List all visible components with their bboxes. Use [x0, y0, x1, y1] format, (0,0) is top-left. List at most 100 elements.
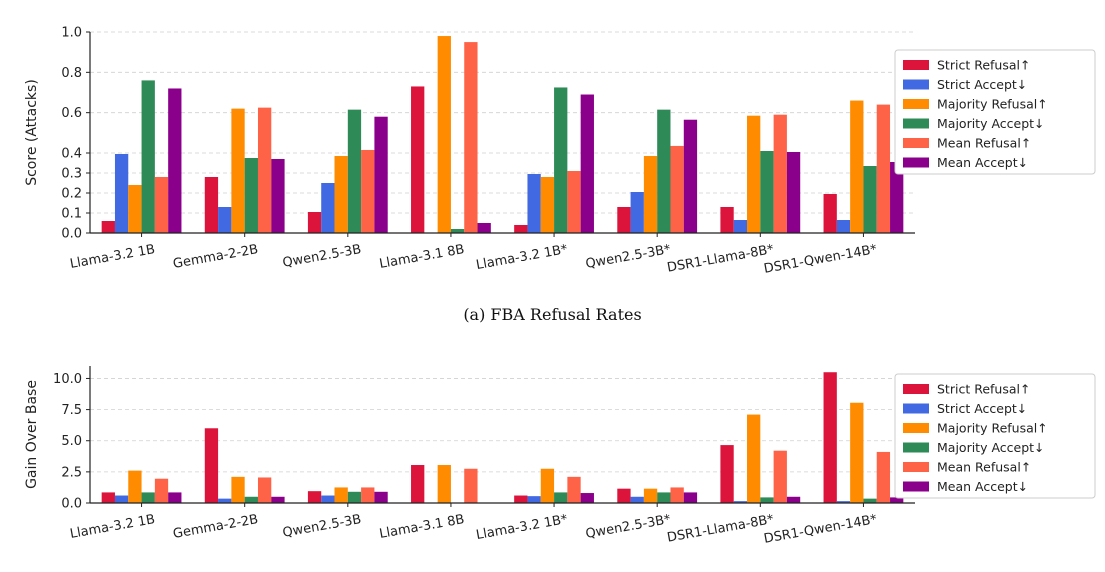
- bar-qwen2-5-3b-majority-accept: [657, 492, 671, 503]
- bar-llama-3-2-1b-mean-refusal: [154, 478, 169, 503]
- legend-label-strict-accept: Strict Accept↓: [937, 401, 1027, 416]
- bar-qwen2-5-3b-mean-refusal: [361, 149, 375, 233]
- bar-qwen2-5-3b-majority-refusal: [643, 488, 658, 503]
- bar-llama-3-2-1b-majority-refusal: [540, 177, 555, 233]
- bar-dsr1-llama-8b-majority-accept: [760, 150, 774, 233]
- bar-dsr1-llama-8b-majority-refusal: [747, 414, 761, 503]
- bar-qwen2-5-3b-majority-refusal: [334, 156, 348, 233]
- bar-qwen2-5-3b-strict-refusal: [617, 488, 631, 503]
- y-tick-label: 0.2: [61, 187, 82, 202]
- bar-qwen2-5-3b-strict-refusal: [617, 207, 631, 233]
- bar-llama-3-2-1b-mean-accept: [580, 94, 594, 234]
- bar-gemma-2-2b-majority-accept: [244, 158, 258, 233]
- bar-llama-3-2-1b-strict-accept: [114, 495, 129, 503]
- bar-llama-3-1-8b-strict-refusal: [411, 86, 425, 233]
- bar-qwen2-5-3b-majority-refusal: [643, 156, 658, 233]
- y-tick-label: 0.0: [61, 497, 82, 512]
- y-axis-label: Gain Over Base: [24, 380, 40, 489]
- y-tick-label: 10.0: [53, 372, 82, 387]
- bar-llama-3-2-1b-majority-accept: [554, 87, 568, 233]
- bar-dsr1-llama-8b-majority-accept: [760, 497, 774, 503]
- y-tick-label: 0.6: [61, 106, 82, 121]
- legend: Strict Refusal↑ Strict Accept↓ Majority Re…: [894, 49, 1096, 175]
- bar-llama-3-2-1b-majority-refusal: [128, 185, 142, 233]
- x-tick-label: DSR1-Llama-8B*: [666, 512, 776, 546]
- bar-gemma-2-2b-majority-accept: [244, 496, 258, 503]
- bar-dsr1-llama-8b-mean-accept: [786, 496, 801, 503]
- legend: Strict Refusal↑ Strict Accept↓ Majority Re…: [894, 373, 1096, 499]
- bar-llama-3-2-1b-strict-refusal: [514, 225, 528, 233]
- bar-llama-3-1-8b-mean-refusal: [464, 468, 478, 503]
- bar-llama-3-2-1b-majority-accept: [141, 492, 155, 503]
- bar-llama-3-1-8b-mean-refusal: [464, 42, 478, 234]
- bar-llama-3-1-8b-mean-accept: [477, 223, 491, 233]
- bar-qwen2-5-3b-mean-refusal: [670, 145, 684, 233]
- x-tick-label: Llama-3.1 8B: [378, 512, 465, 542]
- y-tick-label: 0.0: [61, 227, 82, 242]
- bar-qwen2-5-3b-majority-refusal: [334, 487, 348, 503]
- y-tick-label: 1.0: [61, 26, 82, 41]
- x-tick-label: Llama-3.1 8B: [378, 242, 465, 272]
- legend-swatch-mean-refusal: [903, 462, 929, 472]
- y-tick-label: 0.3: [61, 167, 82, 182]
- y-tick-label: 2.5: [61, 465, 82, 480]
- bar-dsr1-llama-8b-strict-refusal: [720, 445, 734, 503]
- bar-gemma-2-2b-strict-refusal: [204, 428, 219, 503]
- bar-dsr1-qwen-14b-majority-accept: [863, 166, 877, 233]
- y-tick-label: 0.1: [61, 207, 82, 222]
- bar-llama-3-1-8b-majority-accept: [450, 229, 465, 233]
- bar-dsr1-qwen-14b-majority-refusal: [850, 402, 864, 503]
- bar-llama-3-2-1b-strict-refusal: [514, 495, 528, 503]
- y-tick-label: 5.0: [61, 434, 82, 449]
- bar-dsr1-qwen-14b-majority-refusal: [850, 100, 864, 233]
- bar-dsr1-llama-8b-mean-accept: [786, 151, 801, 233]
- bar-gemma-2-2b-majority-refusal: [231, 476, 245, 503]
- bar-qwen2-5-3b-mean-accept: [374, 116, 388, 233]
- legend-box: [894, 49, 1096, 175]
- y-tick-label: 0.8: [61, 66, 82, 81]
- legend-label-strict-refusal: Strict Refusal↑: [937, 58, 1030, 73]
- y-tick-label: 7.5: [61, 403, 82, 418]
- chart-0: 0.0 0.1 0.2 0.3 0.4 0.6 0.8 1.0 Score (Attacks) L…: [24, 26, 1096, 277]
- legend-box: [894, 373, 1096, 499]
- legend-label-majority-accept: Majority Accept↓: [937, 116, 1045, 131]
- bar-dsr1-qwen-14b-strict-accept: [836, 220, 851, 233]
- x-tick-label: Qwen2.5-3B*: [584, 242, 672, 272]
- bar-gemma-2-2b-strict-refusal: [204, 177, 219, 233]
- bar-qwen2-5-3b-majority-accept: [347, 491, 362, 503]
- bar-llama-3-2-1b-strict-accept: [114, 154, 129, 233]
- legend-label-mean-refusal: Mean Refusal↑: [937, 460, 1031, 475]
- bar-llama-3-2-1b-mean-accept: [168, 492, 182, 503]
- bar-llama-3-1-8b-strict-refusal: [411, 465, 425, 503]
- legend-swatch-mean-accept: [903, 481, 929, 492]
- bar-qwen2-5-3b-majority-accept: [347, 109, 362, 233]
- legend-label-majority-accept: Majority Accept↓: [937, 440, 1045, 455]
- legend-swatch-strict-refusal: [903, 384, 929, 394]
- x-tick-label: Llama-3.2 1B*: [475, 242, 569, 273]
- bar-llama-3-2-1b-majority-accept: [554, 492, 568, 503]
- bar-llama-3-2-1b-strict-refusal: [101, 492, 115, 503]
- legend-label-mean-refusal: Mean Refusal↑: [937, 136, 1031, 151]
- bar-gemma-2-2b-strict-accept: [218, 498, 232, 503]
- bar-dsr1-qwen-14b-strict-refusal: [823, 372, 837, 503]
- x-tick-label: Gemma-2-2B: [172, 242, 260, 272]
- bar-qwen2-5-3b-strict-accept: [630, 192, 644, 233]
- x-tick-label: Llama-3.2 1B*: [475, 512, 569, 543]
- bar-llama-3-2-1b-majority-accept: [141, 80, 155, 234]
- bar-qwen2-5-3b-strict-refusal: [307, 212, 322, 233]
- bar-llama-3-2-1b-strict-accept: [527, 496, 541, 503]
- bar-qwen2-5-3b-strict-accept: [321, 183, 335, 233]
- legend-swatch-majority-accept: [903, 442, 929, 453]
- bar-dsr1-llama-8b-strict-refusal: [720, 207, 734, 233]
- bar-dsr1-qwen-14b-majority-accept: [863, 498, 877, 503]
- bar-llama-3-2-1b-mean-refusal: [567, 171, 581, 233]
- bar-gemma-2-2b-majority-refusal: [231, 108, 245, 233]
- bar-qwen2-5-3b-mean-refusal: [670, 487, 684, 503]
- x-tick-label: Llama-3.2 1B: [69, 512, 156, 542]
- legend-label-majority-refusal: Majority Refusal↑: [937, 97, 1048, 112]
- bar-qwen2-5-3b-strict-accept: [321, 495, 335, 503]
- bar-dsr1-llama-8b-mean-refusal: [773, 450, 787, 503]
- legend-label-mean-accept: Mean Accept↓: [937, 155, 1028, 170]
- legend-swatch-majority-accept: [903, 118, 929, 129]
